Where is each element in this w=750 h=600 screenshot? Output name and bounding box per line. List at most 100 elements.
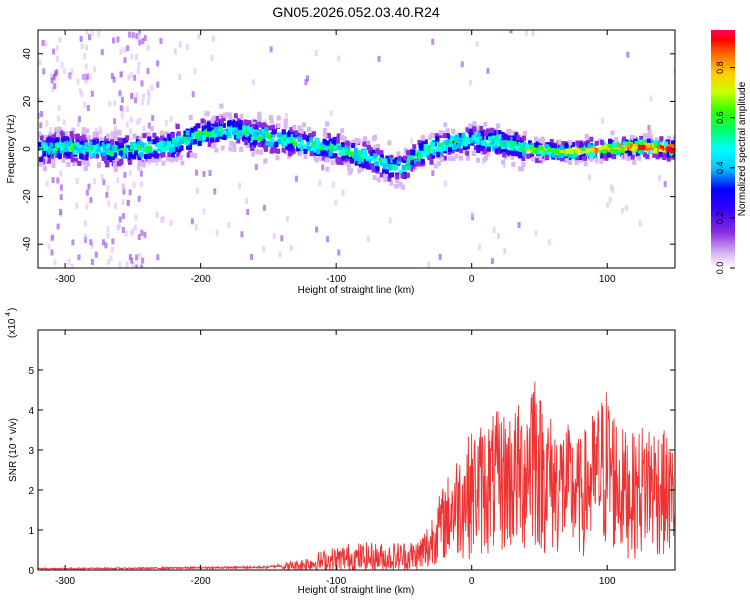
spectrogram-cell [246, 138, 251, 144]
snr-x-label: Height of straight line (km) [298, 585, 415, 596]
spectrogram-cell [480, 131, 485, 137]
spectrogram-cell [293, 141, 298, 147]
spectrogram-cell [383, 173, 388, 179]
spectrogram-cell [94, 127, 98, 134]
spectrogram-cell [362, 137, 367, 143]
spectrogram-cell [254, 164, 258, 171]
spectrogram-cell [394, 183, 399, 189]
spectrogram-cell [170, 143, 175, 149]
spectrogram-cell [42, 166, 47, 172]
spectrogram-cell [276, 115, 281, 121]
spectrogram-cell [366, 236, 370, 243]
spectrogram-cell [105, 162, 110, 168]
spectrogram-cell [126, 199, 130, 206]
spectrogram-cell [263, 158, 268, 164]
spectrogram-cell [54, 137, 59, 143]
spectrogram-cell [51, 134, 56, 140]
spectrogram-cell [134, 54, 138, 61]
spectrogram-cell [510, 154, 515, 160]
spectrogram-cell [435, 136, 440, 142]
spectrogram-cell [258, 129, 263, 135]
spectrogram-cell [296, 146, 301, 152]
spectrogram-cell [594, 157, 599, 163]
spectrogram-cell [130, 257, 134, 264]
spectrogram-cell [257, 142, 262, 148]
spectrogram-cell [111, 146, 116, 152]
spectrogram-cell [332, 146, 337, 152]
spectrogram-cell [288, 134, 293, 140]
spectrogram-cell [501, 135, 506, 141]
spectrogram-cell [62, 68, 66, 75]
spectrogram-cell [146, 44, 150, 51]
spectrogram-cell [43, 135, 48, 141]
spectrogram-cell [378, 157, 383, 163]
spectrogram-cell [159, 130, 164, 136]
spectrogram-cell [288, 146, 293, 152]
snr-y-tick-label: 1 [28, 526, 34, 537]
spectrogram-cell [166, 156, 171, 162]
spectrogram-cell [509, 142, 514, 148]
spectrogram-cell [502, 152, 507, 158]
spectrogram-cell [346, 141, 351, 147]
spectrogram-cell [439, 156, 444, 162]
spectrogram-cell [102, 153, 107, 159]
colorbar-tick-label: 0.6 [715, 111, 725, 124]
spectrogram-cell [86, 134, 91, 140]
spectrogram-cell [314, 50, 318, 57]
spectrogram-cell [167, 142, 172, 148]
spectrogram-cell [80, 91, 84, 98]
snr-x-tick-label: -300 [55, 576, 75, 587]
spectrogram-cell [147, 157, 152, 163]
spectrogram-cell [280, 235, 284, 242]
spectrogram-cell [485, 128, 490, 134]
spectrogram-cell [357, 168, 362, 174]
spectrogram-cell [148, 139, 153, 145]
spectrogram-cell [87, 183, 91, 190]
spectrogram-cell [285, 149, 290, 155]
colorbar-label: Normalized spectral amplitude [737, 81, 748, 216]
spectrogram-cell [122, 138, 127, 144]
spectrogram-cell [81, 127, 86, 133]
spectrogram-cell [443, 180, 447, 187]
spectrogram-cell [559, 144, 564, 150]
spectrogram-cell [325, 166, 330, 172]
spectrogram-cell [663, 181, 667, 188]
spectrogram-cell [530, 149, 535, 155]
spectrogram-cell [126, 105, 130, 112]
spectrogram-cell [566, 148, 571, 154]
spectrogram-cell [406, 150, 411, 156]
spectrogram-cell [444, 140, 449, 146]
spectrogram-cell [322, 139, 327, 145]
spectrogram-cell [88, 151, 93, 157]
spectrogram-cell [106, 143, 111, 149]
spectrogram-cell [332, 140, 337, 146]
spectrogram-cell [247, 120, 252, 126]
spectrogram-cell [584, 133, 589, 139]
spectrogram-cell [46, 158, 51, 164]
spectrogram-cell [321, 164, 325, 171]
spectrogram-cell [148, 147, 153, 153]
spectrogram-cell [492, 146, 497, 152]
spectrogram-cell [325, 121, 330, 127]
spectrogram-cell [84, 155, 89, 161]
spectrogram-cell [68, 139, 73, 145]
spectrogram-cell [113, 202, 117, 209]
spectrogram-cell [641, 144, 646, 150]
spectrogram-cell [45, 180, 49, 187]
spectrogram-cell [438, 253, 442, 260]
spectrogram-cell [206, 126, 211, 132]
spectrogram-cell [383, 177, 388, 183]
spectrogram-cell [599, 150, 604, 156]
spectrogram-cell [176, 141, 181, 147]
spectrogram-cell [622, 136, 627, 142]
spectrogram-cell [261, 135, 266, 141]
spectrogram-cell [374, 161, 379, 167]
spectrogram-cell [397, 155, 402, 161]
spectrogram-cell [128, 169, 132, 176]
spectrogram-cell [318, 180, 322, 187]
spectrogram-cell [191, 131, 196, 137]
spectrogram-cell [387, 172, 392, 178]
spectrogram-cell [388, 159, 393, 165]
spectrogram-cell [83, 165, 88, 171]
